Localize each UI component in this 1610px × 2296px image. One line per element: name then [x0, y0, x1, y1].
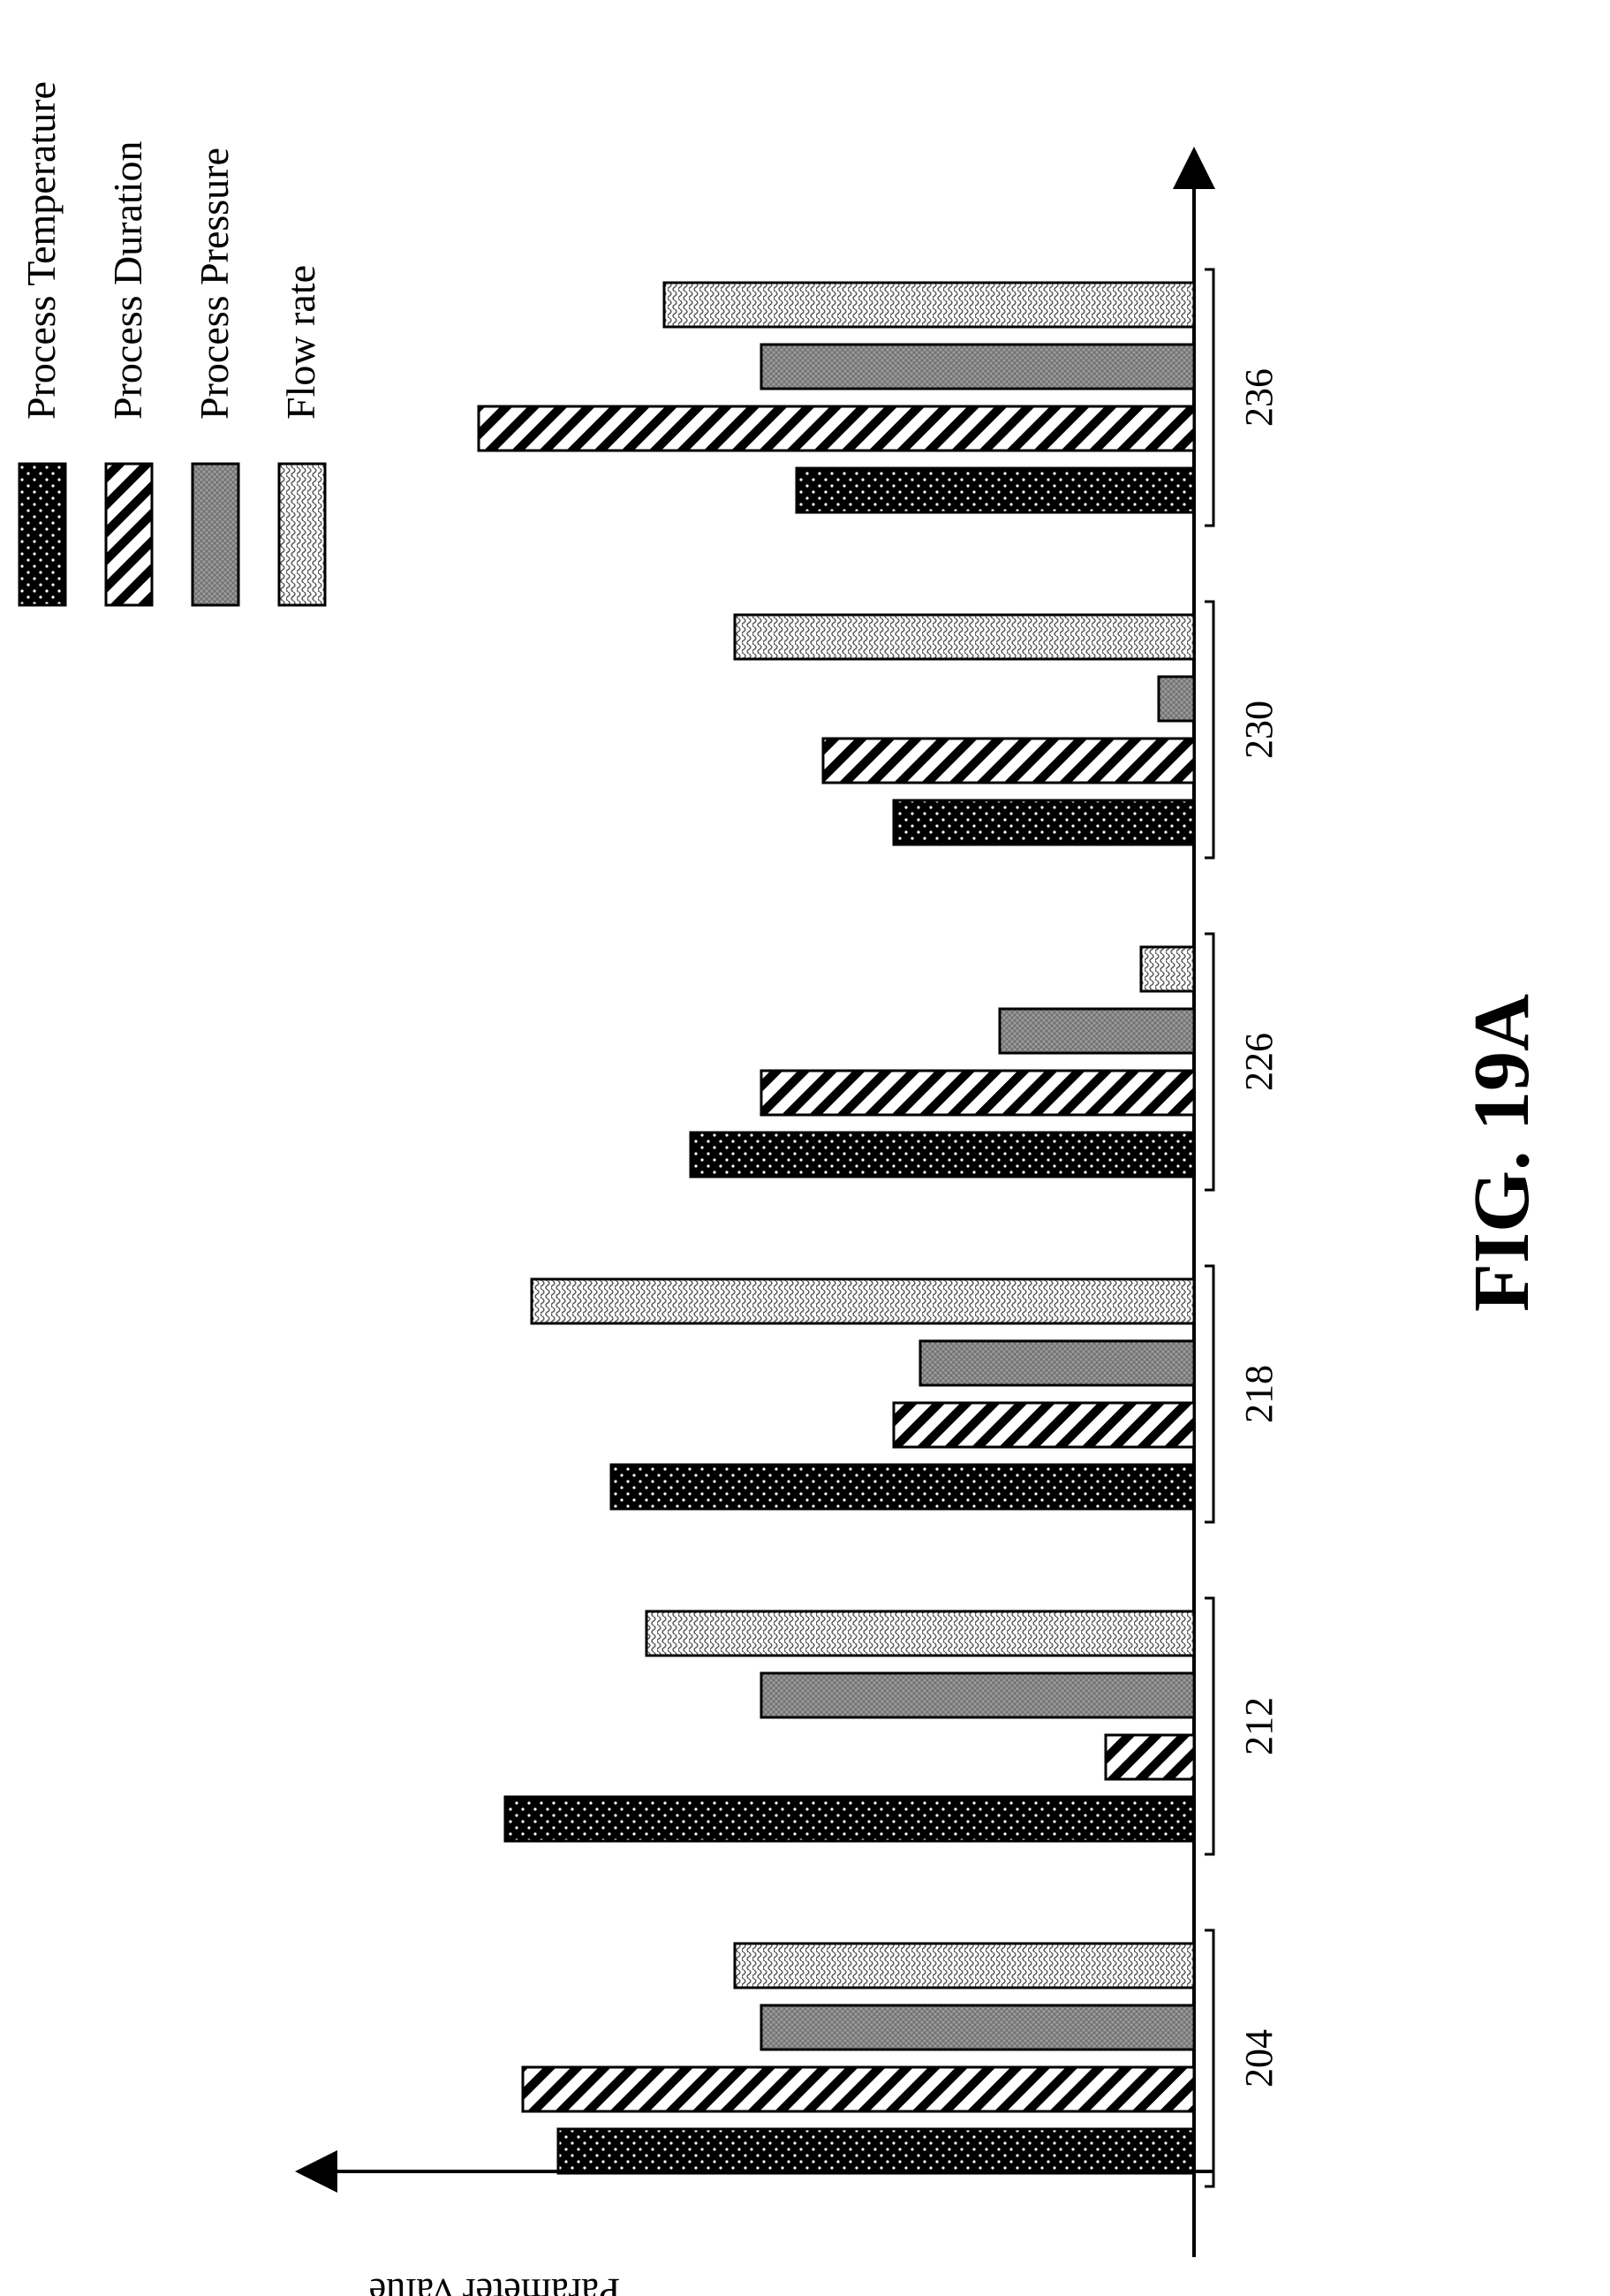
- legend-swatch-flow-rate: [277, 462, 327, 607]
- legend-swatch-process-duration: [104, 462, 154, 607]
- bar-process-temperature-212: [503, 1795, 1196, 1843]
- bar-process-temperature-218: [609, 1463, 1196, 1511]
- category-label-218: 218: [1237, 1365, 1281, 1423]
- category-bracket-230: [1205, 600, 1215, 860]
- y-axis-label: Parameter value: [369, 2270, 621, 2296]
- bar-process-pressure-226: [998, 1007, 1196, 1055]
- legend-label-flow-rate: Flow rate: [278, 265, 323, 420]
- bar-process-temperature-226: [689, 1131, 1196, 1178]
- legend: Process Temperature Process Duration Proce…: [18, 81, 327, 607]
- bar-flow-rate-204: [733, 1942, 1196, 1989]
- category-bracket-236: [1205, 268, 1215, 527]
- legend-swatch-process-pressure: [191, 462, 240, 607]
- bar-process-duration-218: [892, 1401, 1196, 1449]
- bar-process-duration-226: [760, 1069, 1196, 1117]
- bar-flow-rate-218: [530, 1277, 1196, 1325]
- bar-process-duration-230: [821, 737, 1196, 784]
- category-label-226: 226: [1237, 1033, 1281, 1091]
- figure-label: FIG. 19A: [1458, 994, 1546, 1312]
- bars: [477, 281, 1196, 2175]
- category-label-212: 212: [1237, 1697, 1281, 1755]
- bar-process-duration-204: [521, 2065, 1196, 2113]
- bar-process-pressure-204: [760, 2004, 1196, 2051]
- bar-process-pressure-212: [760, 1671, 1196, 1719]
- category-labels: 204 212 218 226 230 236: [1205, 268, 1281, 2188]
- category-label-204: 204: [1237, 2029, 1281, 2088]
- category-bracket-212: [1205, 1596, 1215, 1856]
- bar-process-pressure-236: [760, 343, 1196, 390]
- category-bracket-204: [1205, 1928, 1215, 2188]
- bar-process-duration-212: [1104, 1733, 1196, 1781]
- legend-label-process-duration: Process Duration: [105, 140, 150, 420]
- category-label-230: 230: [1237, 701, 1281, 759]
- bar-process-temperature-204: [556, 2127, 1196, 2175]
- category-bracket-218: [1205, 1264, 1215, 1524]
- bar-flow-rate-230: [733, 613, 1196, 661]
- bar-process-pressure-230: [1157, 675, 1196, 723]
- bar-process-pressure-218: [918, 1339, 1196, 1387]
- bar-process-temperature-230: [892, 799, 1196, 846]
- category-label-236: 236: [1237, 368, 1281, 427]
- bar-process-temperature-236: [795, 466, 1196, 514]
- legend-label-process-pressure: Process Pressure: [192, 148, 237, 420]
- legend-label-process-temperature: Process Temperature: [19, 81, 64, 420]
- bar-process-duration-236: [477, 405, 1196, 452]
- bar-flow-rate-212: [645, 1610, 1196, 1657]
- bar-flow-rate-236: [662, 281, 1196, 329]
- legend-swatch-process-temperature: [18, 462, 67, 607]
- bar-flow-rate-226: [1139, 945, 1196, 993]
- category-bracket-226: [1205, 932, 1215, 1192]
